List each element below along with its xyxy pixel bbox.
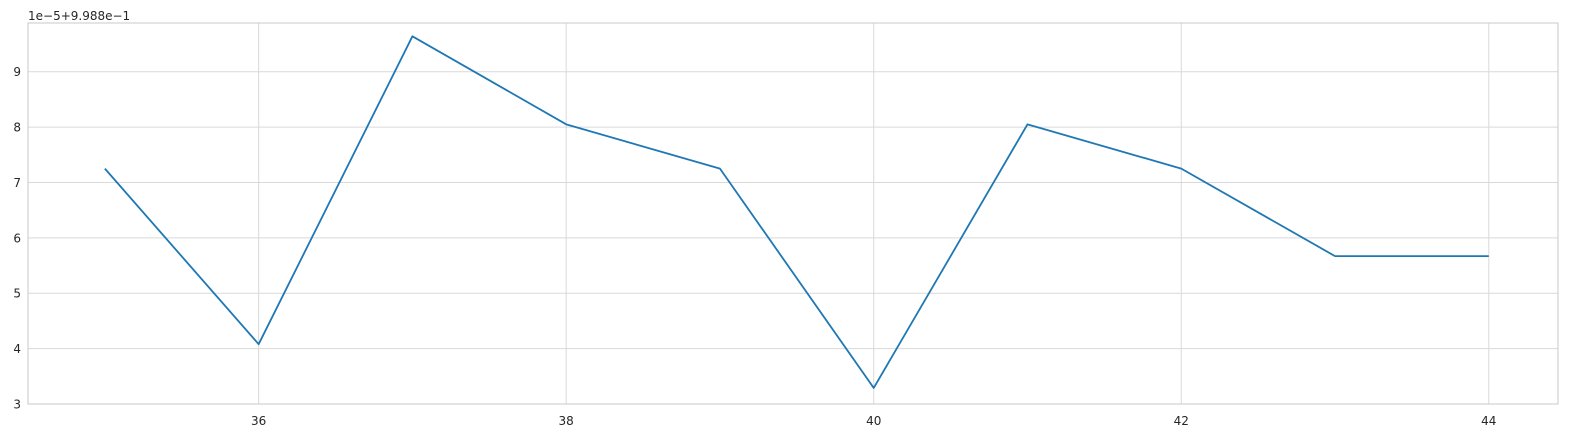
y-tick-label: 7	[13, 176, 21, 190]
y-tick-label: 5	[13, 287, 21, 301]
grid	[28, 23, 1558, 405]
x-tick-label: 36	[251, 414, 266, 428]
y-axis-ticks: 3 4 5 6 7 8 9	[13, 65, 21, 411]
x-tick-label: 42	[1174, 414, 1189, 428]
y-tick-label: 6	[13, 231, 21, 245]
x-tick-label: 40	[866, 414, 881, 428]
y-axis-offset-label: 1e−5+9.988e−1	[28, 9, 130, 23]
y-tick-label: 9	[13, 65, 21, 79]
y-tick-label: 8	[13, 121, 21, 135]
plot-area-frame	[27, 22, 1559, 405]
series-line	[104, 35, 1489, 389]
y-tick-label: 4	[13, 342, 21, 356]
y-tick-label: 3	[13, 398, 21, 412]
x-axis-ticks: 36 38 40 42 44	[251, 414, 1496, 428]
series-layer	[104, 35, 1489, 389]
x-tick-label: 44	[1481, 414, 1496, 428]
x-tick-label: 38	[559, 414, 574, 428]
